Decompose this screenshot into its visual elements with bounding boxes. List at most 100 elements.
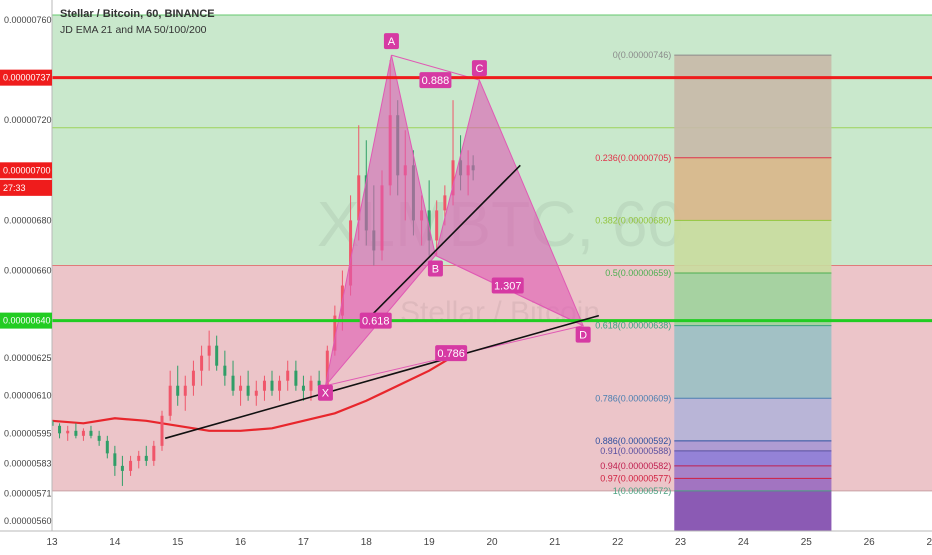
fib-band-0.786 [674,398,832,441]
harmonic-pattern [324,54,585,387]
candle-body [129,460,133,471]
fib-label-0.382: 0.382(0.00000680) [595,215,671,225]
candle-body [270,380,274,391]
symbol-title: Stellar / Bitcoin, 60, BINANCE [60,8,215,20]
price-tag-box [0,312,52,329]
candle-body [168,385,172,416]
y-tick-label: 0.00000595 [4,428,52,438]
x-tick-label: 17 [298,537,310,548]
fib-band-0.618 [674,325,832,399]
candle-body [294,370,298,386]
moving-average [51,354,455,432]
ratio-label: 0.888 [422,75,450,87]
ratio-label: 0.618 [362,316,390,328]
candle-body [120,465,124,471]
x-tick-label: 19 [424,537,436,548]
pattern-labels: X A B C D 0.618 0.888 1.307 0.786 [317,33,591,401]
candle-body [254,390,258,396]
fib-band-0 [674,55,832,158]
fib-label-0.236: 0.236(0.00000705) [595,153,671,163]
price-tag-label: 0.00000700 [3,165,51,175]
horizontal-levels [52,76,932,323]
y-tick-label: 0.00000680 [4,215,52,225]
candle-body [451,160,455,196]
candle-body [223,365,227,376]
x-tick-label: 18 [361,537,373,548]
candle-body [301,385,305,391]
point-label-x-box [317,384,333,401]
lower-trendline [164,314,600,440]
fib-band-0.886 [674,440,832,451]
y-axis-panel [0,0,52,550]
candle-body [309,380,313,391]
candle-body [113,453,117,466]
price-tag-box [0,69,52,86]
candle-body [160,415,164,446]
candle-body [207,345,211,356]
x-tick-label: 16 [235,537,247,548]
fib-label-0: 0(0.00000746) [613,50,672,60]
ratio-label-box [435,345,468,362]
candle-body [200,355,204,371]
fib-label-0.886: 0.886(0.00000592) [595,436,671,446]
x-tick-label: 24 [738,537,750,548]
fibonacci-retracement: 0(0.00000746) 0.236(0.00000705) 0.382(0.00… [595,50,832,531]
y-tick-label: 0.00000571 [4,488,52,498]
fib-label-0.97: 0.97(0.00000577) [600,473,671,483]
price-tag-label: 0.00000737 [3,73,51,83]
candle-body [317,380,321,386]
fib-label-0.5: 0.5(0.00000659) [605,268,671,278]
candle-body [183,385,187,396]
candle-body [246,385,250,396]
ratio-label: 0.786 [437,348,465,360]
candle-body [137,455,141,461]
x-tick-label: 20 [486,537,498,548]
y-tick-label: 0.00000610 [4,391,52,401]
point-label-b-box [427,260,443,277]
y-tick-label: 0.00000660 [4,266,52,276]
fib-band-0.91 [674,450,832,466]
candle-body [144,455,148,461]
candle-body [435,210,439,241]
candle-body [325,350,329,386]
point-label-a-box [383,33,399,50]
x-tick-label: 25 [801,537,813,548]
ratio-label-box [491,277,524,294]
candle-body [105,440,109,454]
fib-label-0.618: 0.618(0.00000638) [595,321,671,331]
x-tick-label: 26 [864,537,876,548]
candle-body [66,430,70,434]
candle-body [262,380,266,391]
candle-body [231,375,235,391]
fib-label-0.94: 0.94(0.00000582) [600,461,671,471]
point-label-a: A [388,36,396,48]
fib-band-0.5 [674,273,832,326]
candle-body [239,385,243,391]
fib-band-0.382 [674,220,832,274]
y-tick-label: 0.00000560 [4,516,52,526]
price-tag-box [0,162,52,179]
y-tick-label: 0.00000720 [4,115,52,125]
y-tick-label: 0.00000760 [4,15,52,25]
candle-body [286,370,290,381]
candle-body [333,315,337,351]
trendlines [164,164,600,440]
x-tick-label: 21 [549,537,561,548]
x-tick-label: 27 [926,537,932,548]
candle-body [81,430,85,436]
x-tick-label: 23 [675,537,687,548]
y-tick-label: 0.00000583 [4,458,52,468]
ma-line [51,354,455,432]
fib-band-0.94 [674,465,832,479]
candle-body [58,425,62,434]
candle-body [89,430,93,436]
bx-trendline [365,164,521,322]
x-tick-label: 14 [109,537,121,548]
fib-label-0.91: 0.91(0.00000588) [600,446,671,456]
candle-body [357,175,361,221]
point-label-x: X [322,388,330,400]
x-axis-panel [0,531,932,550]
